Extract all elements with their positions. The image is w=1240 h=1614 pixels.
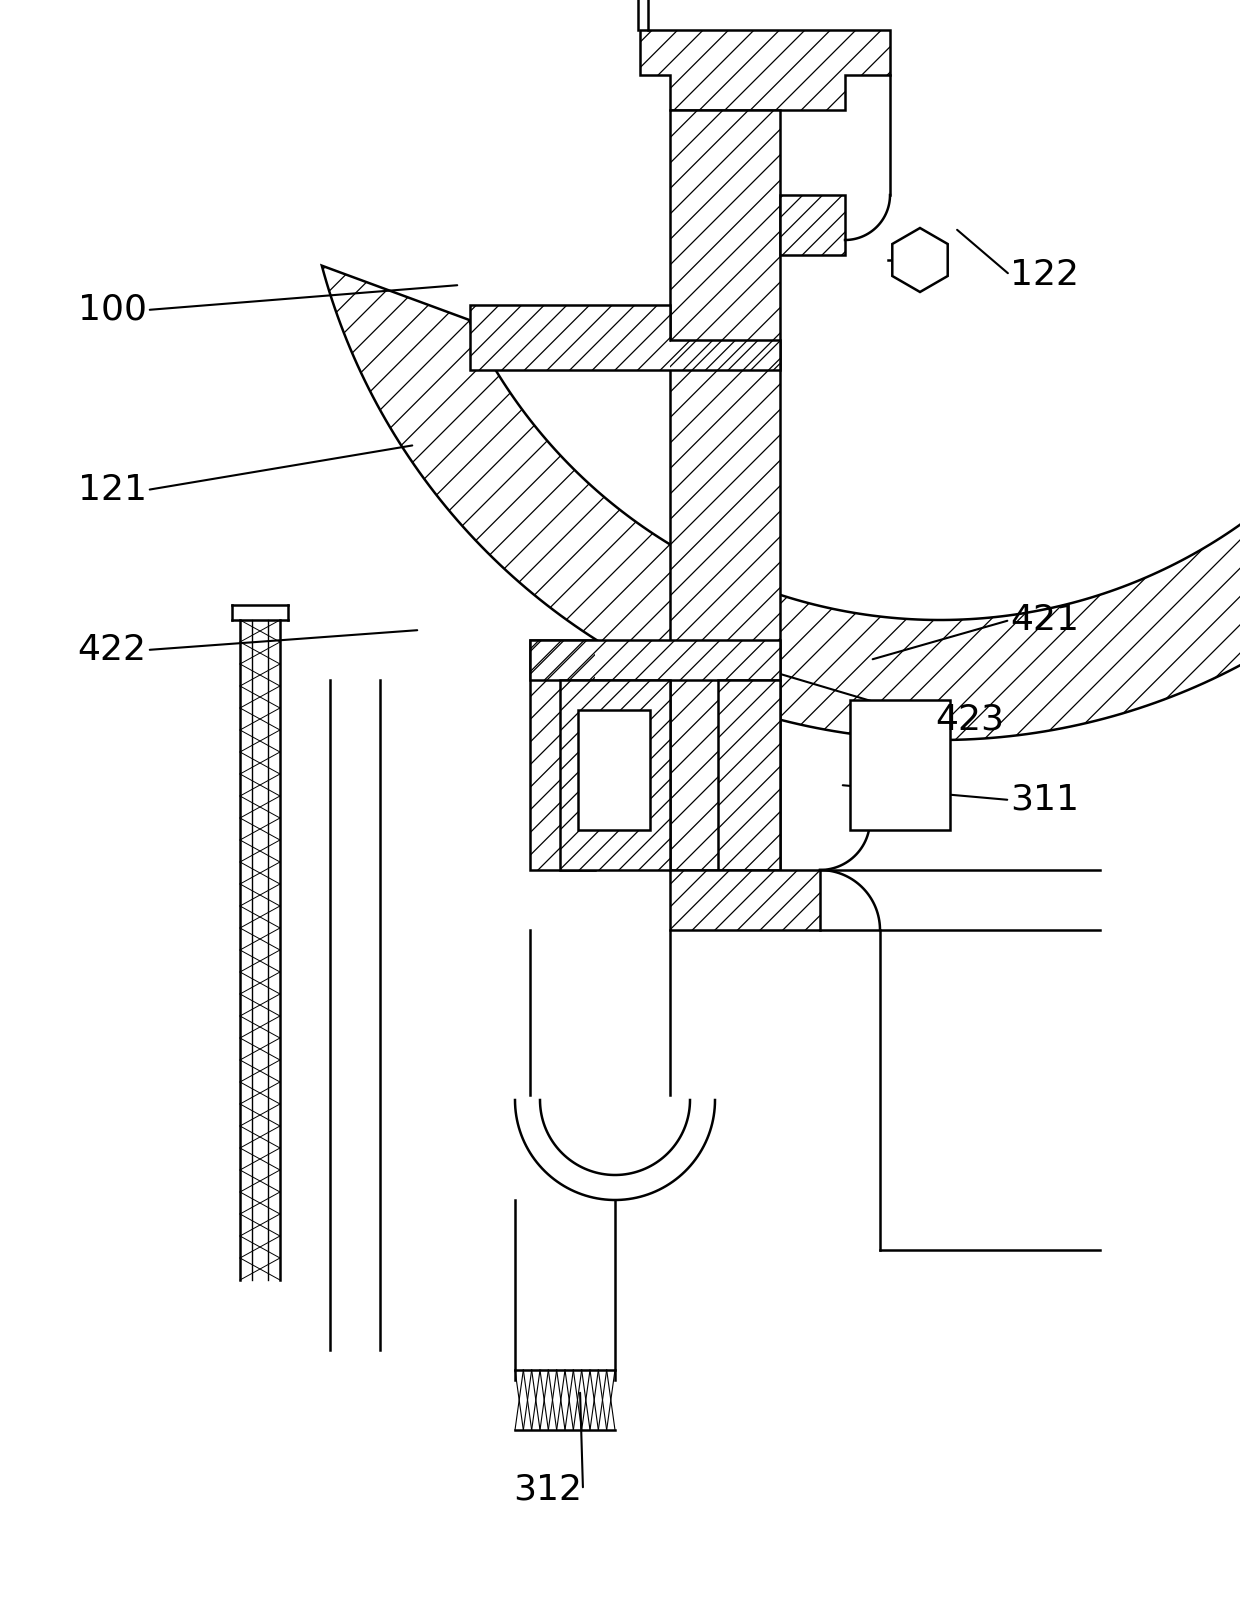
Polygon shape bbox=[780, 195, 844, 255]
Polygon shape bbox=[893, 228, 947, 292]
Text: 121: 121 bbox=[77, 473, 146, 507]
Polygon shape bbox=[640, 31, 890, 110]
Text: 100: 100 bbox=[77, 294, 146, 328]
Text: 421: 421 bbox=[1011, 604, 1080, 638]
Polygon shape bbox=[529, 641, 595, 870]
Text: 422: 422 bbox=[77, 633, 146, 667]
Text: 312: 312 bbox=[513, 1474, 583, 1507]
Text: 423: 423 bbox=[935, 704, 1004, 738]
Polygon shape bbox=[322, 189, 1240, 739]
Bar bbox=[578, 710, 650, 830]
Polygon shape bbox=[560, 679, 670, 870]
Text: 311: 311 bbox=[1011, 783, 1080, 817]
Text: 122: 122 bbox=[1011, 258, 1080, 292]
Polygon shape bbox=[718, 679, 780, 870]
Polygon shape bbox=[670, 870, 820, 930]
Polygon shape bbox=[670, 110, 780, 870]
Polygon shape bbox=[529, 641, 780, 679]
Bar bbox=[849, 700, 950, 830]
Polygon shape bbox=[470, 305, 780, 370]
